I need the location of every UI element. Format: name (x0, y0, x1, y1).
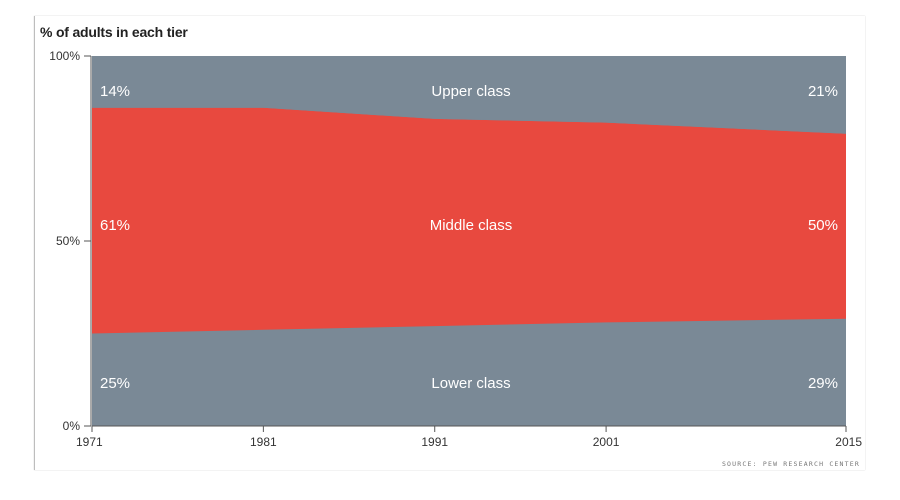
data-label-middle-start: 61% (100, 217, 130, 234)
chart-source: SOURCE: PEW RESEARCH CENTER (721, 460, 860, 468)
y-tick-label: 100% (49, 49, 80, 63)
x-tick-label: 2001 (593, 435, 620, 449)
area-lower-class (92, 318, 846, 426)
x-tick-label: 1971 (76, 435, 103, 449)
y-tick-label: 0% (63, 419, 81, 433)
data-label-lower-start: 25% (100, 375, 130, 392)
data-label-upper-start: 14% (100, 83, 130, 100)
chart-subtitle: % of adults in each tier (40, 24, 188, 40)
x-tick-label: 1991 (421, 435, 448, 449)
area-upper-class (92, 56, 846, 134)
area-middle-class (92, 107, 846, 334)
series-label-lower-class: Lower class (431, 375, 510, 392)
series-label-middle-class: Middle class (430, 217, 513, 234)
data-label-lower-end: 29% (808, 375, 838, 392)
y-tick-label: 50% (56, 234, 80, 248)
data-label-middle-end: 50% (808, 217, 838, 234)
x-tick-label: 1981 (250, 435, 277, 449)
series-label-upper-class: Upper class (431, 83, 510, 100)
x-tick-label: 2015 (835, 435, 862, 449)
data-label-upper-end: 21% (808, 83, 838, 100)
